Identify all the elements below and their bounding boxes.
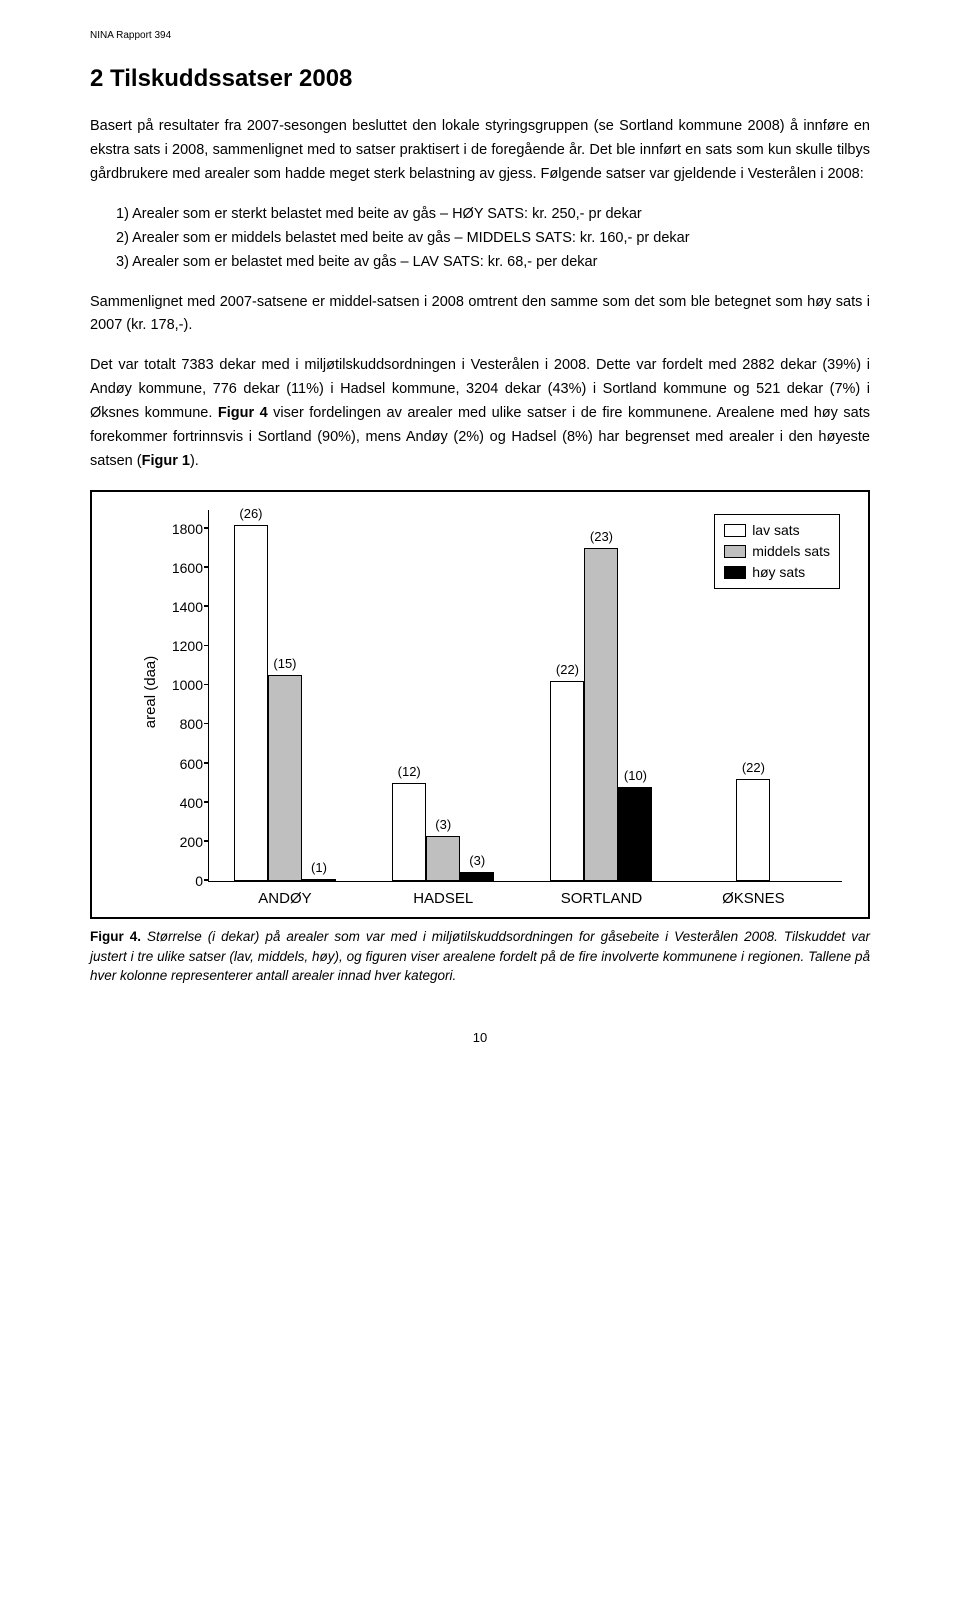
bar-count-label: (22) xyxy=(742,760,765,775)
list-item-1: 1) Arealer som er sterkt belastet med be… xyxy=(90,203,870,227)
caption-label: Figur 4. xyxy=(90,929,141,944)
legend-swatch-lav xyxy=(724,524,746,537)
legend-swatch-hoy xyxy=(724,566,746,579)
y-tick-mark xyxy=(204,566,209,568)
bar: (23) xyxy=(584,548,618,881)
bar-count-label: (12) xyxy=(398,764,421,779)
paragraph-3: Det var totalt 7383 dekar med i miljøtil… xyxy=(90,354,870,474)
bar-count-label: (26) xyxy=(239,506,262,521)
legend-row-middels: middels sats xyxy=(724,541,830,562)
legend-swatch-middels xyxy=(724,545,746,558)
bar-count-label: (3) xyxy=(435,817,451,832)
bar-group: (22)(23)(10) xyxy=(550,548,652,881)
legend: lav sats middels sats høy sats xyxy=(714,514,840,589)
y-tick-mark xyxy=(204,879,209,881)
legend-row-hoy: høy sats xyxy=(724,562,830,583)
x-axis-label: SORTLAND xyxy=(561,890,642,907)
bar: (22) xyxy=(550,681,584,881)
figure-ref-4: Figur 4 xyxy=(218,405,268,421)
y-tick-mark xyxy=(204,605,209,607)
paragraph-1: Basert på resultater fra 2007-sesongen b… xyxy=(90,115,870,187)
list-item-2: 2) Arealer som er middels belastet med b… xyxy=(90,227,870,251)
y-tick-mark xyxy=(204,723,209,725)
y-tick-label: 1200 xyxy=(167,638,203,654)
figure-ref-1: Figur 1 xyxy=(142,453,190,469)
report-header: NINA Rapport 394 xyxy=(90,30,870,41)
bar-count-label: (10) xyxy=(624,768,647,783)
bar-count-label: (22) xyxy=(556,662,579,677)
bar: (12) xyxy=(392,783,426,881)
x-axis-label: ANDØY xyxy=(258,890,311,907)
bar-group: (26)(15)(1) xyxy=(234,525,336,881)
bar-count-label: (3) xyxy=(469,853,485,868)
y-tick-mark xyxy=(204,801,209,803)
x-axis-label: ØKSNES xyxy=(722,890,785,907)
bar-group: (22) xyxy=(736,779,770,881)
bar: (22) xyxy=(736,779,770,881)
y-tick-label: 1000 xyxy=(167,677,203,693)
legend-label-hoy: høy sats xyxy=(752,562,805,583)
y-tick-label: 600 xyxy=(167,756,203,772)
bar: (1) xyxy=(302,879,336,881)
bar: (3) xyxy=(426,836,460,881)
section-title: 2 Tilskuddssatser 2008 xyxy=(90,65,870,93)
legend-label-lav: lav sats xyxy=(752,520,799,541)
bar-chart: areal (daa) 0 200 400 600 800 1000 1200 1400 160… xyxy=(90,490,870,919)
bar: (3) xyxy=(460,872,494,881)
bar-group: (12)(3)(3) xyxy=(392,783,494,881)
caption-text: Størrelse (i dekar) på arealer som var m… xyxy=(90,929,870,983)
bar: (10) xyxy=(618,787,652,881)
y-tick-label: 1600 xyxy=(167,560,203,576)
bar-count-label: (1) xyxy=(311,860,327,875)
y-tick-label: 0 xyxy=(167,873,203,889)
y-tick-mark xyxy=(204,840,209,842)
figure-caption: Figur 4. Størrelse (i dekar) på arealer … xyxy=(90,927,870,986)
list-item-3: 3) Arealer som er belastet med beite av … xyxy=(90,251,870,275)
y-tick-label: 1400 xyxy=(167,599,203,615)
bar-count-label: (15) xyxy=(273,656,296,671)
rate-list: 1) Arealer som er sterkt belastet med be… xyxy=(90,203,870,275)
paragraph-2: Sammenlignet med 2007-satsene er middel-… xyxy=(90,291,870,339)
y-tick-mark xyxy=(204,762,209,764)
y-tick-mark xyxy=(204,645,209,647)
bar: (26) xyxy=(234,525,268,881)
y-tick-label: 400 xyxy=(167,795,203,811)
legend-row-lav: lav sats xyxy=(724,520,830,541)
y-tick-label: 1800 xyxy=(167,521,203,537)
x-axis-label: HADSEL xyxy=(413,890,473,907)
y-tick-mark xyxy=(204,684,209,686)
p3-text-e: ). xyxy=(190,453,199,469)
y-axis-label: areal (daa) xyxy=(142,656,159,729)
legend-label-middels: middels sats xyxy=(752,541,830,562)
y-tick-mark xyxy=(204,527,209,529)
bar-count-label: (23) xyxy=(590,529,613,544)
bar: (15) xyxy=(268,675,302,881)
page-number: 10 xyxy=(90,1030,870,1045)
y-tick-label: 800 xyxy=(167,716,203,732)
y-tick-label: 200 xyxy=(167,834,203,850)
